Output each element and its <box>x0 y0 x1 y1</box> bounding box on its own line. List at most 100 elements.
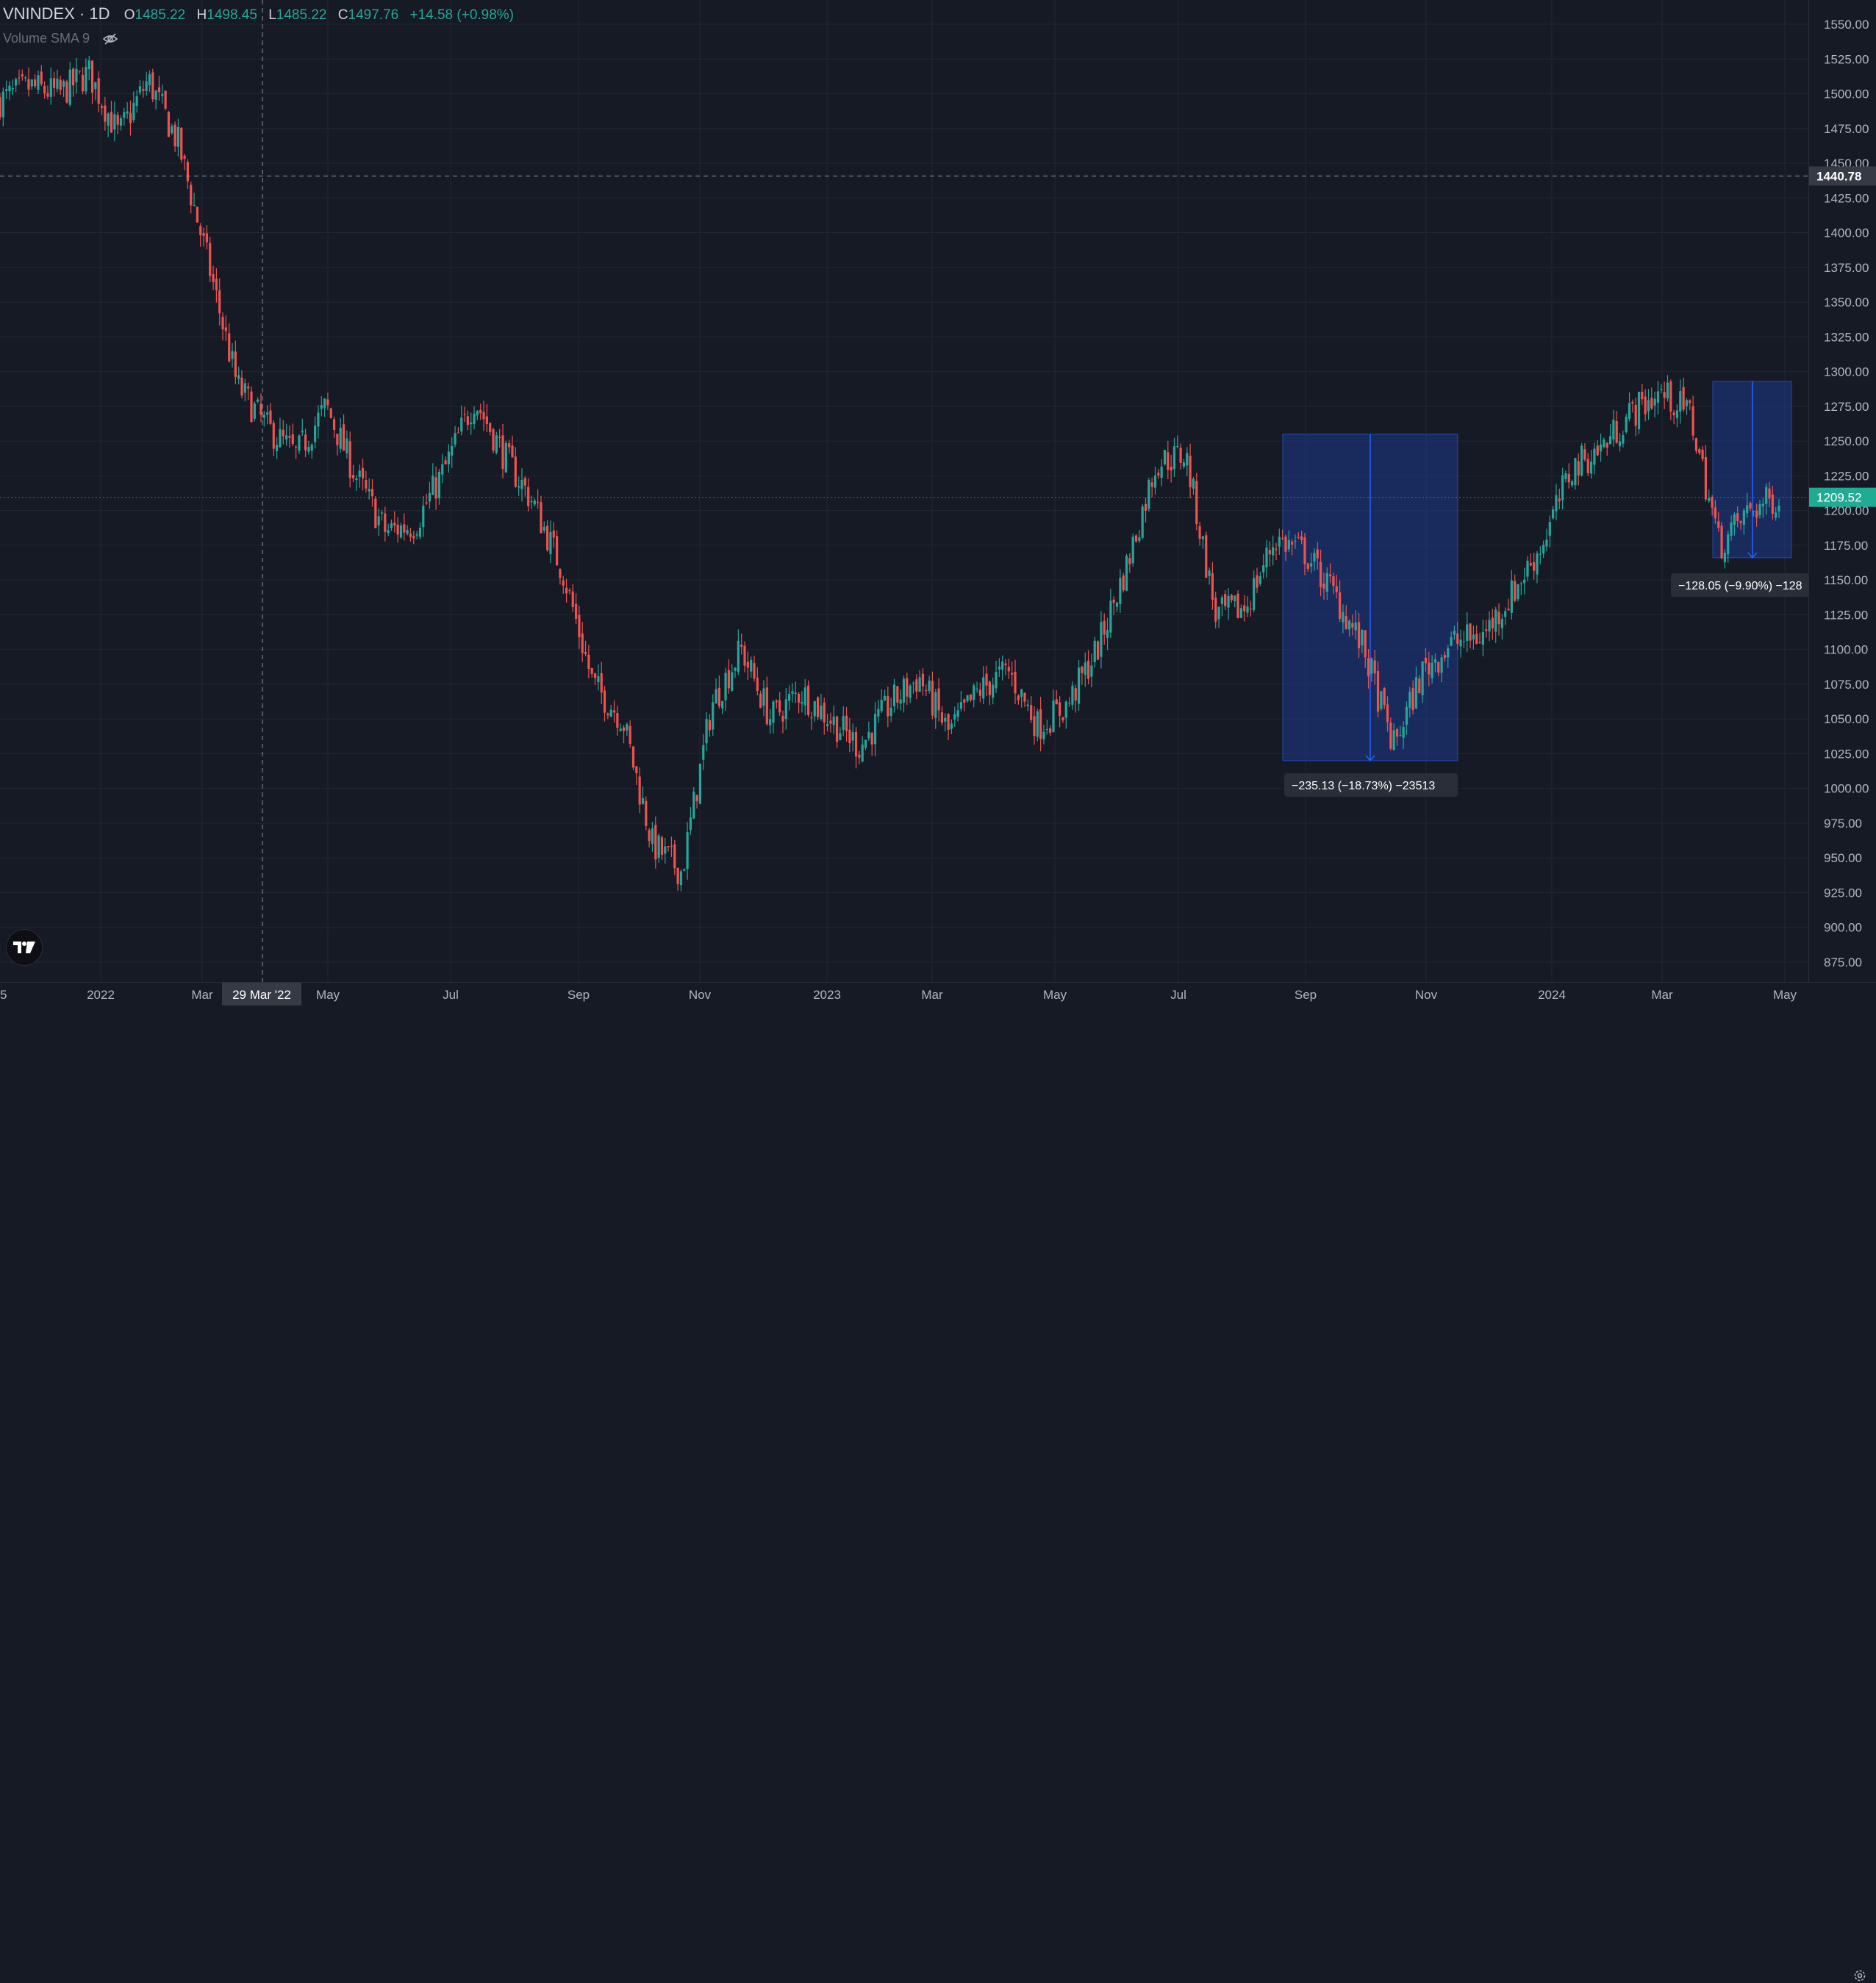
candle <box>603 686 606 722</box>
candle <box>1720 522 1723 560</box>
candle <box>1294 534 1297 549</box>
candle <box>918 670 921 692</box>
eye-hidden-icon[interactable] <box>102 32 118 46</box>
candle <box>660 835 664 860</box>
candle <box>85 58 87 95</box>
candle <box>931 671 934 720</box>
candle <box>1030 696 1033 723</box>
tradingview-logo-icon[interactable] <box>6 929 43 966</box>
candle <box>1755 503 1758 527</box>
candle <box>1500 614 1503 640</box>
candle <box>734 667 737 678</box>
price-tick-label: 1475.00 <box>1824 122 1869 136</box>
candle <box>68 62 71 107</box>
candle <box>864 739 867 750</box>
candle <box>399 523 403 539</box>
candle <box>43 81 46 99</box>
candle <box>664 837 667 864</box>
candle <box>590 667 593 678</box>
price-range-measure[interactable] <box>1282 434 1458 762</box>
candle <box>1023 692 1026 708</box>
candle <box>1761 498 1764 518</box>
candle <box>87 55 90 81</box>
candle <box>1542 540 1545 559</box>
candle <box>0 93 1 121</box>
candle <box>549 520 552 564</box>
price-range-measure[interactable] <box>1712 381 1792 559</box>
price-scale[interactable]: 1550.00 1525.00 1500.00 1475.00 1450.00 1425.… <box>1808 0 1876 982</box>
chart-canvas[interactable]: −235.13 (−18.73%) −23513 −128.05 (−9.90%)… <box>0 0 1808 982</box>
candle <box>1354 609 1357 639</box>
candle <box>447 444 451 473</box>
candle <box>1176 435 1179 449</box>
candle <box>49 67 52 105</box>
candle <box>132 91 135 123</box>
candle <box>556 530 559 566</box>
price-tick-label: 900.00 <box>1824 921 1862 935</box>
price-tick-label: 1125.00 <box>1824 608 1868 622</box>
open-label: O <box>123 7 135 23</box>
candle <box>1603 437 1605 449</box>
candle <box>791 683 794 703</box>
candle <box>750 656 753 678</box>
candle <box>329 407 332 419</box>
time-scale[interactable]: 5 2022 Mar May Jul Sep Nov 2023 Mar May Jul Sep Nov 2… <box>0 982 1876 1982</box>
candle <box>212 265 215 290</box>
candle <box>269 403 272 426</box>
candle <box>985 665 988 697</box>
candle <box>231 343 234 368</box>
volume-indicator-legend[interactable]: Volume SMA 9 <box>3 31 118 46</box>
candle <box>224 315 227 341</box>
candle <box>1367 648 1370 689</box>
candle <box>940 706 944 726</box>
candle <box>466 410 469 431</box>
candle <box>1733 512 1736 536</box>
candle <box>183 154 186 171</box>
candle <box>1253 570 1256 613</box>
candle <box>1259 571 1261 587</box>
candle <box>1148 478 1150 512</box>
candle <box>1134 534 1138 543</box>
candle <box>559 568 562 585</box>
candle <box>1433 653 1437 673</box>
candlestick-chart[interactable]: −235.13 (−18.73%) −23513 −128.05 (−9.90%)… <box>0 0 1808 982</box>
candle <box>975 681 978 693</box>
candle <box>1182 459 1186 469</box>
candle <box>1523 567 1526 595</box>
candle <box>1214 591 1217 629</box>
candle <box>479 404 482 420</box>
candle <box>527 478 530 512</box>
candle <box>801 691 803 713</box>
candle <box>65 79 68 104</box>
candle <box>1230 593 1233 603</box>
candle <box>1526 556 1529 581</box>
candle <box>848 717 851 753</box>
candle <box>1408 686 1411 718</box>
candle <box>686 822 689 880</box>
symbol-title[interactable]: VNINDEX · 1D <box>3 4 110 23</box>
candle <box>1004 659 1007 675</box>
candle <box>829 712 832 733</box>
candle <box>476 410 479 420</box>
candle <box>1580 442 1583 477</box>
price-tick-label: 1500.00 <box>1824 87 1869 101</box>
candle <box>351 465 355 483</box>
candle <box>1224 589 1227 610</box>
candle <box>1036 709 1039 742</box>
candle <box>851 723 854 752</box>
candle <box>285 423 288 446</box>
candle <box>380 509 384 521</box>
candle <box>1103 613 1106 645</box>
candle <box>616 706 619 736</box>
settings-gear-icon[interactable] <box>1852 1968 1867 1983</box>
candle <box>11 79 14 96</box>
candle <box>1220 595 1223 617</box>
candle <box>1717 512 1720 532</box>
candle <box>973 683 975 708</box>
price-tick-label: 1325.00 <box>1824 330 1869 344</box>
candle <box>1462 631 1466 648</box>
candles-group <box>0 55 1780 892</box>
candle <box>1548 515 1551 548</box>
candle <box>753 656 756 682</box>
candle <box>775 699 778 709</box>
